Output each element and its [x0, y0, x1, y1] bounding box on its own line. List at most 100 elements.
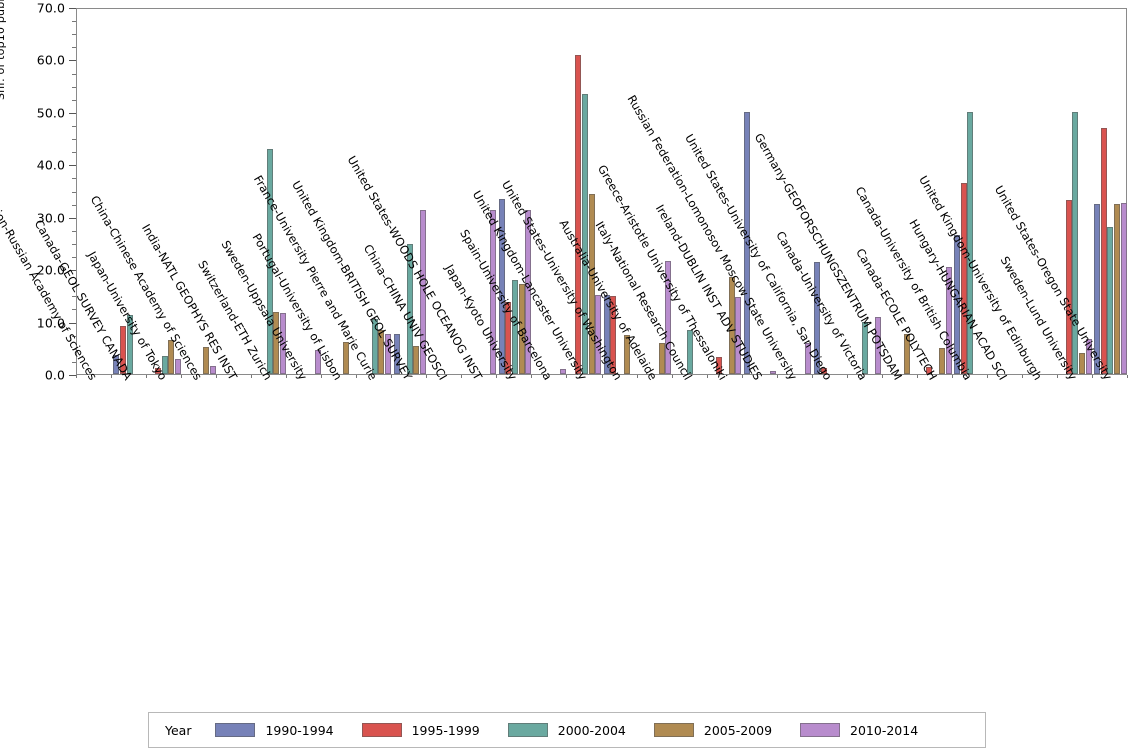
legend-entry[interactable]: 1995-1999 [361, 722, 480, 738]
legend-entry[interactable]: 2000-2004 [507, 723, 626, 738]
bar-group [183, 9, 216, 374]
bar[interactable] [687, 329, 694, 374]
bar[interactable] [498, 199, 505, 374]
bar[interactable] [665, 260, 672, 374]
bar[interactable] [903, 333, 910, 374]
bar[interactable] [938, 348, 945, 374]
bar[interactable] [1072, 111, 1079, 374]
bar[interactable] [588, 193, 595, 374]
bar[interactable] [814, 262, 821, 374]
y-tick-minor [72, 125, 76, 127]
bar[interactable] [1114, 204, 1121, 374]
bar[interactable] [518, 283, 525, 374]
legend-entry[interactable]: 2010-2014 [800, 723, 918, 738]
bar[interactable] [735, 296, 742, 374]
bar[interactable] [603, 294, 610, 374]
bar[interactable] [511, 279, 518, 374]
bar[interactable] [805, 342, 812, 374]
bar[interactable] [875, 317, 882, 374]
bar[interactable] [266, 148, 273, 374]
bar[interactable] [314, 349, 321, 374]
bar[interactable] [490, 210, 497, 374]
bar[interactable] [862, 321, 869, 374]
y-axis-ticks: 0.0 10.0 20.0 30.0 40.0 50.0 60.0 70.0 [0, 1, 76, 383]
bar[interactable] [1079, 352, 1086, 374]
bar[interactable] [743, 111, 750, 374]
legend-label: 1995-1999 [411, 722, 480, 738]
bar[interactable] [820, 368, 827, 374]
bar-group [919, 9, 952, 374]
bar-group [709, 9, 742, 374]
bar-group [253, 9, 286, 374]
y-tick-label: 20.0 [36, 262, 65, 278]
bar[interactable] [371, 319, 378, 374]
bar[interactable] [1094, 204, 1101, 374]
x-tick [531, 375, 533, 378]
y-tick-label: 50.0 [36, 105, 65, 121]
bar[interactable] [967, 111, 974, 374]
bar[interactable] [960, 182, 967, 374]
y-tick-minor [72, 47, 76, 49]
bar-group [743, 9, 777, 374]
bar[interactable] [161, 355, 168, 374]
bar[interactable] [581, 94, 588, 374]
bar[interactable] [1100, 127, 1107, 374]
bar[interactable] [154, 368, 161, 374]
x-tick [1056, 375, 1058, 378]
bar[interactable] [209, 366, 216, 374]
legend-entry[interactable]: 2005-2009 [653, 723, 772, 738]
bar-group [289, 9, 321, 374]
bar-group [884, 9, 916, 374]
bar[interactable] [406, 243, 413, 374]
bar[interactable] [378, 330, 385, 374]
bar[interactable] [343, 342, 350, 374]
x-tick [461, 375, 463, 378]
x-tick [671, 375, 673, 378]
bar[interactable] [393, 333, 400, 374]
x-tick [566, 375, 568, 378]
bar[interactable] [1107, 227, 1114, 374]
bar[interactable] [658, 342, 665, 374]
y-tick-minor [72, 191, 76, 193]
bar[interactable] [420, 209, 426, 374]
bar[interactable] [715, 356, 722, 374]
bar[interactable] [505, 302, 512, 374]
bar[interactable] [623, 335, 630, 374]
legend-entry[interactable]: 1990-1994 [215, 723, 334, 738]
y-tick-major [69, 60, 76, 62]
bar[interactable] [1065, 200, 1072, 374]
y-tick-label: 30.0 [36, 210, 65, 226]
bar[interactable] [273, 312, 280, 374]
bar[interactable] [413, 345, 420, 374]
x-tick [391, 375, 393, 378]
bar[interactable] [384, 334, 391, 374]
bar[interactable] [610, 295, 617, 374]
bar[interactable] [113, 354, 120, 374]
y-tick-minor [72, 73, 76, 75]
bar[interactable] [1085, 339, 1092, 374]
bar-group [639, 9, 672, 374]
x-tick [1091, 375, 1093, 378]
bar[interactable] [1120, 202, 1127, 374]
y-tick-major [69, 165, 76, 167]
x-tick [216, 375, 218, 378]
bar[interactable] [525, 210, 532, 374]
bar[interactable] [728, 277, 735, 374]
bar[interactable] [279, 312, 286, 374]
bar[interactable] [925, 367, 932, 374]
y-tick-minor [72, 283, 76, 285]
bar[interactable] [945, 266, 952, 374]
bar[interactable] [770, 370, 777, 374]
y-tick-minor [72, 243, 76, 245]
bar[interactable] [560, 369, 567, 374]
bar[interactable] [126, 315, 133, 374]
x-tick [146, 375, 148, 378]
bar[interactable] [174, 359, 181, 374]
bar[interactable] [575, 55, 582, 374]
x-tick [776, 375, 778, 378]
bar[interactable] [119, 325, 126, 374]
bar[interactable] [954, 235, 961, 374]
bar[interactable] [595, 294, 602, 374]
bar[interactable] [168, 339, 175, 374]
bar[interactable] [203, 346, 210, 374]
